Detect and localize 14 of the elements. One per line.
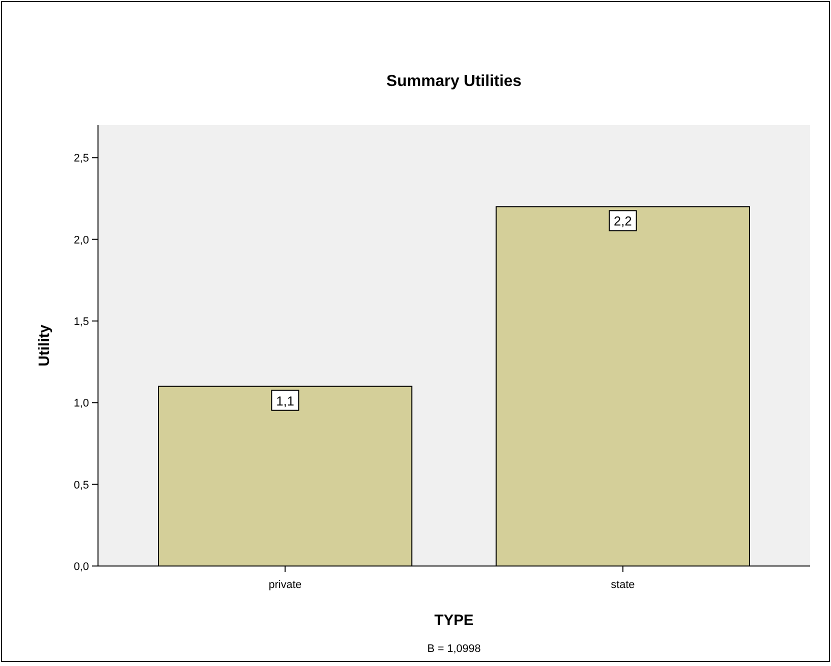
y-tick-label: 0,0	[74, 561, 89, 573]
text: B = 1,0998	[427, 643, 481, 655]
x-tick-label: state	[610, 579, 635, 591]
chart-title: Summary Utilities	[386, 73, 522, 90]
y-tick-label: 1,5	[74, 316, 89, 328]
y-tick-label: 2,0	[74, 234, 89, 246]
data-label: 1,1	[276, 393, 294, 408]
x-axis-title: TYPE	[434, 612, 474, 629]
y-axis-title: Utility	[36, 324, 53, 366]
y-tick-label: 1,0	[74, 398, 89, 410]
y-tick-label: 0,5	[74, 479, 89, 492]
x-tick-label: private	[268, 579, 302, 591]
y-tick-label: 2,5	[74, 152, 89, 165]
data-label: 2,2	[614, 214, 632, 229]
